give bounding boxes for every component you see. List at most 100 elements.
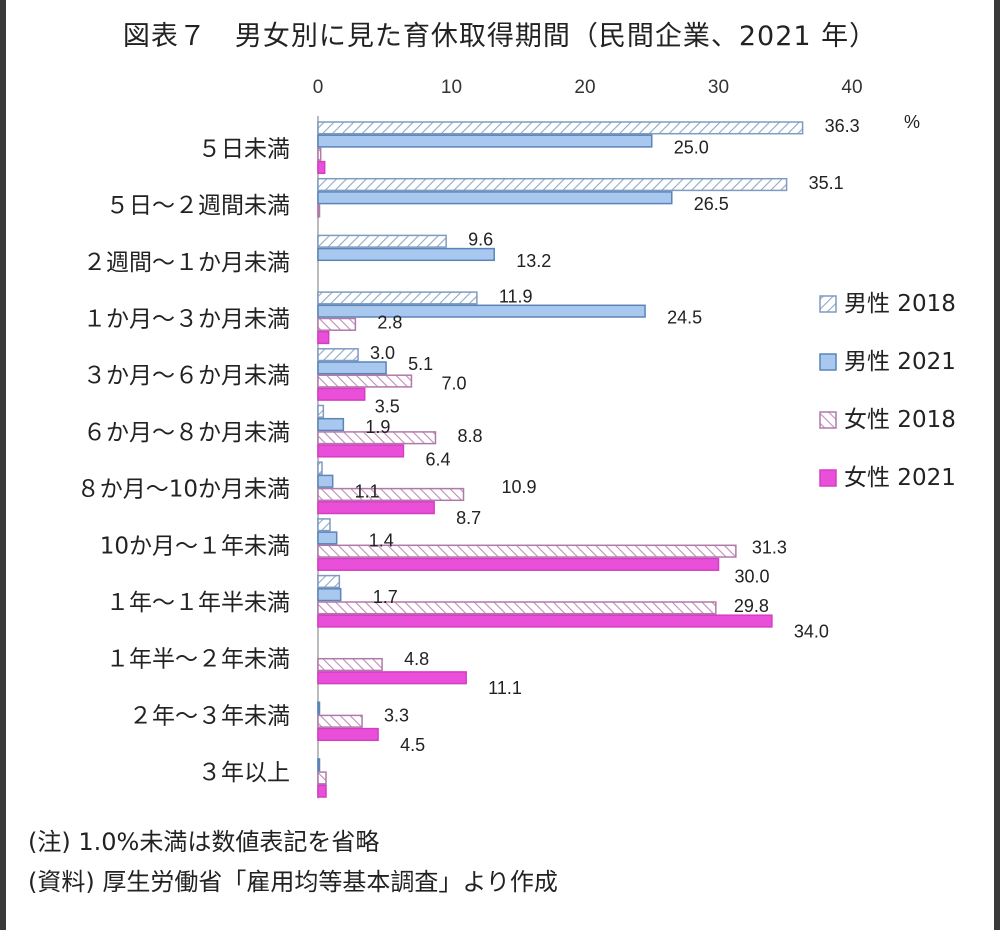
category-label: １年～１年半未満	[106, 590, 290, 616]
legend-swatch	[819, 469, 837, 487]
category-label: ３か月～６か月未満	[83, 363, 290, 389]
category-label: ２年～３年未満	[129, 703, 290, 729]
bar	[317, 147, 322, 161]
legend-label: 男性 2021	[844, 349, 956, 375]
data-label: 36.3	[825, 116, 860, 136]
data-label: 1.4	[369, 530, 394, 550]
bar	[317, 134, 653, 148]
data-label: 5.1	[408, 354, 433, 374]
bar	[317, 671, 467, 685]
unit-label: %	[904, 112, 920, 132]
data-label: 24.5	[667, 308, 702, 328]
bar	[317, 404, 325, 418]
data-label: 4.5	[400, 735, 425, 755]
category-label: １か月～３か月未満	[83, 307, 290, 333]
legend-label: 女性 2018	[844, 407, 956, 433]
x-tick-label: 30	[708, 77, 729, 98]
bar	[317, 204, 321, 218]
category-label: ５日未満	[198, 136, 290, 162]
data-label: 25.0	[674, 137, 709, 157]
data-label: 6.4	[425, 449, 450, 469]
bar	[317, 121, 804, 135]
data-label: 31.3	[752, 538, 787, 558]
bar	[317, 657, 383, 672]
data-label: 1.7	[373, 587, 398, 607]
data-label: 3.3	[384, 706, 409, 726]
bar	[317, 588, 342, 602]
data-label: 10.9	[502, 477, 537, 497]
bar	[317, 330, 330, 345]
bar	[317, 374, 413, 388]
legend-label: 男性 2018	[844, 291, 956, 317]
category-label: ５日～２週間未満	[106, 193, 290, 219]
data-label: 1.9	[365, 417, 390, 437]
x-tick-label: 10	[441, 77, 462, 98]
source-line: (資料) 厚生労働省「雇用均等基本調査」より作成	[28, 868, 558, 896]
bar	[317, 714, 363, 728]
data-label: 35.1	[809, 173, 844, 193]
bar	[317, 444, 405, 458]
bar	[317, 501, 435, 515]
note-line: (注) 1.0%未満は数値表記を省略	[28, 828, 380, 856]
left-edge-bar	[0, 0, 6, 930]
bar	[317, 417, 345, 432]
bar	[317, 431, 437, 445]
data-label: 8.7	[456, 508, 481, 528]
bar	[317, 518, 331, 532]
bar	[317, 601, 717, 615]
bars-layer	[317, 121, 804, 798]
legend-swatch	[819, 353, 837, 371]
data-label: 29.8	[734, 596, 769, 616]
data-label: 13.2	[516, 251, 551, 271]
data-label: 11.9	[499, 286, 533, 306]
data-label: 30.0	[735, 567, 770, 587]
bar	[317, 771, 327, 785]
bar	[317, 317, 357, 331]
bar	[317, 487, 465, 502]
data-label: 3.0	[370, 343, 395, 363]
data-label: 4.8	[404, 649, 429, 669]
data-label: 7.0	[441, 373, 466, 393]
category-label: ３年以上	[198, 760, 290, 786]
bar	[317, 544, 737, 558]
x-tick-label: 0	[313, 77, 324, 98]
bar	[317, 304, 646, 318]
bar	[317, 701, 321, 715]
bar	[317, 348, 359, 362]
legend-swatch	[819, 411, 837, 429]
data-label: 26.5	[694, 194, 729, 214]
category-label: ６か月～８か月未満	[83, 420, 290, 446]
data-label: 11.1	[488, 678, 522, 698]
bar	[317, 474, 334, 488]
category-label: ８か月～10か月未満	[77, 477, 290, 503]
data-label: 2.8	[377, 313, 402, 333]
chart-title: 図表７ 男女別に見た育休取得期間（民間企業、2021 年）	[122, 21, 878, 52]
data-label: 1.1	[355, 482, 380, 502]
legend-label: 女性 2021	[844, 465, 956, 491]
bar	[317, 291, 478, 305]
bar	[317, 361, 387, 375]
bar	[317, 191, 673, 205]
bar	[317, 387, 366, 401]
category-label: １年半～２年未満	[106, 647, 290, 673]
bar	[317, 574, 341, 589]
data-label: 3.5	[375, 397, 400, 417]
bar	[317, 531, 338, 545]
data-label: 9.6	[468, 230, 493, 250]
bar	[317, 758, 321, 772]
right-edge-bar	[994, 0, 1000, 930]
bar	[317, 614, 773, 628]
bar	[317, 727, 379, 742]
data-label: 34.0	[794, 621, 829, 641]
bar	[317, 557, 720, 571]
bar	[317, 234, 447, 248]
legend: 男性 2018 男性 2021 女性 2018 女性 2021	[819, 291, 956, 491]
category-label: 10か月～１年未満	[100, 533, 290, 559]
bar	[317, 461, 323, 475]
bar	[317, 784, 327, 798]
bar	[317, 177, 788, 192]
x-tick-label: 40	[841, 77, 862, 98]
legend-swatch	[819, 295, 837, 313]
category-label: ２週間～１か月未満	[83, 250, 290, 276]
